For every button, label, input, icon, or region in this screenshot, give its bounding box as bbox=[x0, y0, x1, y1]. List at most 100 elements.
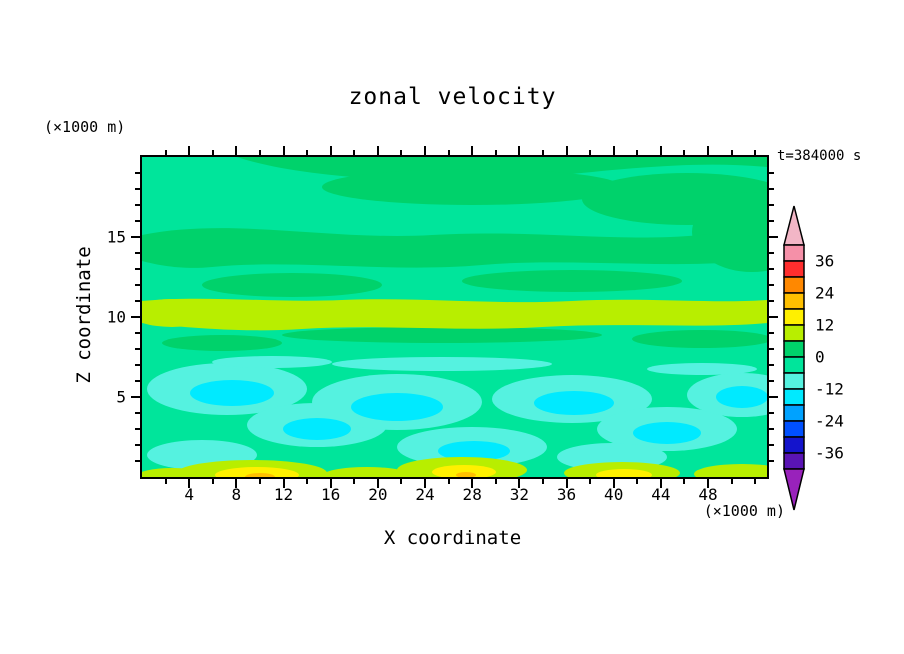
field-cyan-patches bbox=[190, 380, 767, 461]
x-tick-mark bbox=[589, 150, 592, 155]
x-tick-mark bbox=[447, 479, 450, 484]
colorbar-cell bbox=[783, 420, 805, 438]
x-tick-mark bbox=[707, 146, 710, 155]
x-tick-mark bbox=[306, 150, 309, 155]
colorbar-cell bbox=[783, 308, 805, 326]
x-tick-mark bbox=[707, 479, 710, 488]
contour-field bbox=[142, 157, 767, 477]
y-tick-label: 10 bbox=[106, 307, 126, 327]
colorbar-tick-label: -24 bbox=[815, 411, 844, 431]
x-tick-mark bbox=[211, 150, 214, 155]
colorbar: 36 24 12 0 -12 -24 -36 bbox=[783, 205, 873, 511]
x-tick-mark bbox=[754, 479, 757, 484]
y-tick-mark bbox=[135, 444, 140, 446]
time-annotation: t=384000 s bbox=[777, 148, 862, 164]
y-axis-unit-label: (×1000 m) bbox=[44, 118, 126, 136]
x-tick-mark bbox=[329, 479, 332, 488]
x-tick-mark bbox=[518, 479, 521, 488]
x-tick-mark bbox=[494, 479, 497, 484]
x-tick-label: 48 bbox=[698, 485, 718, 504]
y-tick-mark bbox=[135, 220, 140, 222]
contour-field-clip bbox=[142, 157, 767, 477]
x-tick-mark bbox=[447, 150, 450, 155]
x-tick-mark bbox=[400, 150, 403, 155]
x-tick-mark bbox=[565, 146, 568, 155]
plot-frame: 4 8 12 16 20 24 28 32 36 40 44 48 5 10 15 bbox=[107, 146, 778, 504]
y-tick-mark bbox=[131, 316, 140, 318]
x-tick-label: 12 bbox=[273, 485, 294, 504]
colorbar-cell bbox=[783, 340, 805, 358]
y-axis-title: Z coordinate bbox=[73, 246, 95, 384]
colorbar-tick-label: 0 bbox=[815, 347, 825, 367]
colorbar-cell bbox=[783, 260, 805, 278]
y-tick-mark bbox=[769, 364, 774, 366]
x-tick-mark bbox=[471, 146, 474, 155]
x-tick-mark bbox=[258, 479, 261, 484]
colorbar-tick-label: 12 bbox=[815, 315, 835, 335]
x-tick-label: 28 bbox=[462, 485, 482, 504]
x-tick-mark bbox=[400, 479, 403, 484]
y-tick-mark bbox=[135, 460, 140, 462]
colorbar-top-arrow bbox=[783, 205, 805, 246]
y-tick-mark bbox=[135, 428, 140, 430]
colorbar-cell bbox=[783, 324, 805, 342]
colorbar-tick-label: -36 bbox=[815, 443, 844, 463]
y-tick-mark bbox=[135, 380, 140, 382]
x-tick-mark bbox=[636, 150, 639, 155]
x-tick-mark bbox=[730, 479, 733, 484]
x-axis-unit-label: (×1000 m) bbox=[703, 502, 785, 520]
x-tick-mark bbox=[211, 479, 214, 484]
y-tick-mark bbox=[131, 396, 140, 398]
x-tick-mark bbox=[376, 479, 379, 488]
x-tick-mark bbox=[282, 479, 285, 488]
x-tick-mark bbox=[541, 479, 544, 484]
y-tick-mark bbox=[135, 172, 140, 174]
x-tick-mark bbox=[376, 146, 379, 155]
x-tick-mark bbox=[188, 146, 191, 155]
y-tick-mark bbox=[769, 396, 778, 398]
field-bottom-amber-spots bbox=[245, 472, 476, 477]
x-tick-mark bbox=[683, 479, 686, 484]
y-tick-mark bbox=[769, 444, 774, 446]
y-tick-mark bbox=[769, 412, 774, 414]
x-tick-mark bbox=[612, 146, 615, 155]
x-tick-mark bbox=[730, 150, 733, 155]
y-tick-mark bbox=[769, 284, 774, 286]
y-tick-label: 15 bbox=[106, 227, 126, 247]
colorbar-cell bbox=[783, 388, 805, 406]
x-tick-label: 40 bbox=[604, 485, 624, 504]
field-green-patches bbox=[142, 157, 767, 351]
x-tick-mark bbox=[164, 150, 167, 155]
colorbar-scale bbox=[783, 205, 805, 511]
chart-title: zonal velocity bbox=[348, 84, 557, 110]
x-tick-mark bbox=[282, 146, 285, 155]
colorbar-cell bbox=[783, 356, 805, 374]
colorbar-cell bbox=[783, 372, 805, 390]
x-tick-label: 16 bbox=[321, 485, 341, 504]
y-tick-mark bbox=[135, 412, 140, 414]
x-tick-mark bbox=[659, 479, 662, 488]
y-tick-mark bbox=[135, 252, 140, 254]
y-tick-mark bbox=[769, 348, 774, 350]
x-tick-mark bbox=[518, 146, 521, 155]
y-tick-mark bbox=[769, 204, 774, 206]
y-tick-mark bbox=[131, 236, 140, 238]
x-tick-mark bbox=[659, 146, 662, 155]
y-tick-mark bbox=[135, 348, 140, 350]
x-tick-mark bbox=[329, 146, 332, 155]
colorbar-tick-label: -12 bbox=[815, 379, 844, 399]
x-tick-label: 36 bbox=[556, 485, 577, 504]
colorbar-cell bbox=[783, 436, 805, 454]
x-tick-mark bbox=[565, 479, 568, 488]
x-tick-mark bbox=[235, 479, 238, 488]
x-tick-mark bbox=[235, 146, 238, 155]
y-tick-mark bbox=[769, 460, 774, 462]
x-tick-mark bbox=[424, 146, 427, 155]
x-tick-label: 24 bbox=[415, 485, 435, 504]
x-tick-mark bbox=[754, 150, 757, 155]
y-tick-label: 5 bbox=[116, 387, 126, 407]
x-tick-label: 44 bbox=[651, 485, 671, 504]
y-tick-mark bbox=[769, 332, 774, 334]
x-tick-mark bbox=[636, 479, 639, 484]
